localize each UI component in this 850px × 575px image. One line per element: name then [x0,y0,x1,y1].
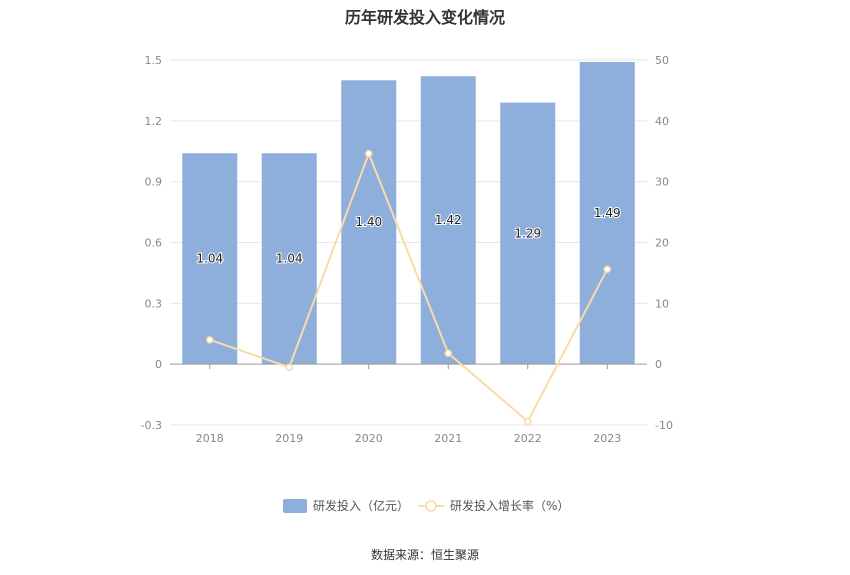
gridlines [170,59,647,426]
x-axis: 2018 2019 2020 2021 2022 2023 [170,363,647,445]
bar [182,153,238,365]
growth-point [603,265,611,274]
bar-data-labels: 1.04 1.04 1.40 1.42 1.29 1.49 [195,205,621,267]
left-tick-label: -0.3 [141,419,162,432]
line-series [206,149,611,426]
bar-value-label: 1.29 [514,226,541,240]
left-tick-label: 0 [155,358,162,371]
x-tick-label: 2021 [434,432,462,445]
legend[interactable]: 研发投入（亿元） 研发投入增长率（%） [283,498,569,513]
bar-value-label: 1.49 [594,206,621,220]
x-tick-label: 2019 [275,432,303,445]
bar-value-label: 1.04 [196,252,223,266]
right-axis-ticks: -10 0 10 20 30 40 50 [655,54,673,432]
growth-line [209,150,609,423]
bar-series [182,62,635,365]
left-tick-label: 0.9 [145,176,163,189]
bar [341,80,397,365]
bar [579,62,635,365]
bar-value-label: 1.42 [435,213,462,227]
bar-value-label: 1.40 [355,215,382,229]
right-tick-label: 40 [655,115,669,128]
right-tick-label: -10 [655,419,673,432]
chart-title: 历年研发投入变化情况 [344,8,505,27]
bar [500,102,556,365]
left-tick-label: 1.5 [145,54,163,67]
growth-point [365,149,373,158]
bar [420,76,476,365]
right-tick-label: 0 [655,358,662,371]
data-source-note: 数据来源：恒生聚源 [370,548,479,562]
legend-bar-label: 研发投入（亿元） [313,498,409,513]
growth-point [206,336,214,344]
legend-line-marker [425,500,437,512]
growth-point [444,349,452,357]
growth-point [285,363,293,371]
left-tick-label: 0.6 [145,237,163,250]
legend-bar-swatch [283,499,307,513]
left-tick-label: 0.3 [145,297,163,310]
x-tick-label: 2018 [196,432,224,445]
x-tick-label: 2022 [514,432,542,445]
bar-value-label: 1.04 [276,252,303,266]
left-tick-label: 1.2 [145,115,163,128]
right-tick-label: 20 [655,237,669,250]
left-axis-ticks: -0.3 0 0.3 0.6 0.9 1.2 1.5 [141,54,162,432]
x-tick-label: 2023 [593,432,621,445]
bar [261,153,317,365]
legend-line-label: 研发投入增长率（%） [450,498,569,513]
right-tick-label: 50 [655,54,669,67]
x-tick-label: 2020 [355,432,383,445]
growth-point [524,417,532,426]
right-tick-label: 10 [655,297,669,310]
right-tick-label: 30 [655,176,669,189]
